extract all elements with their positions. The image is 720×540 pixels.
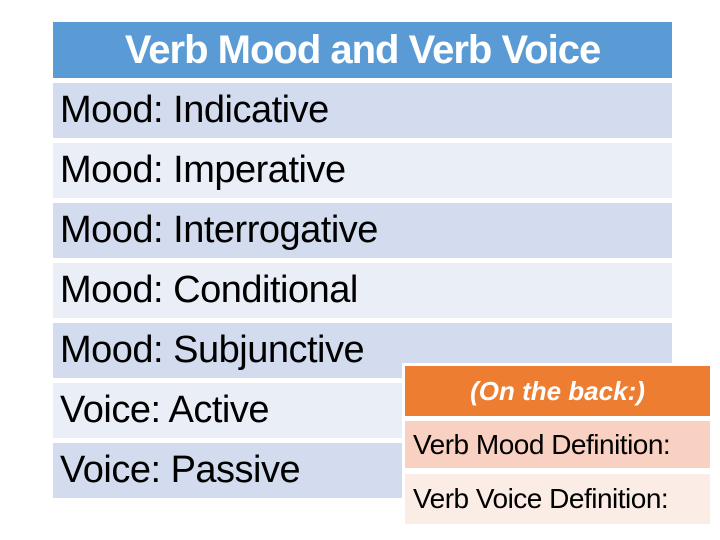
slide-title: Verb Mood and Verb Voice [53, 22, 672, 78]
table-row-verb-voice-definition: Verb Voice Definition: [405, 474, 710, 524]
table-row-mood-interrogative: Mood: Interrogative [53, 203, 672, 258]
on-the-back-table: (On the back:) Verb Mood Definition: Ver… [402, 363, 713, 527]
table-row-mood-indicative: Mood: Indicative [53, 83, 672, 138]
on-the-back-header: (On the back:) [405, 366, 710, 416]
table-row-verb-mood-definition: Verb Mood Definition: [405, 421, 710, 468]
table-row-mood-conditional: Mood: Conditional [53, 263, 672, 318]
table-row-mood-imperative: Mood: Imperative [53, 143, 672, 198]
